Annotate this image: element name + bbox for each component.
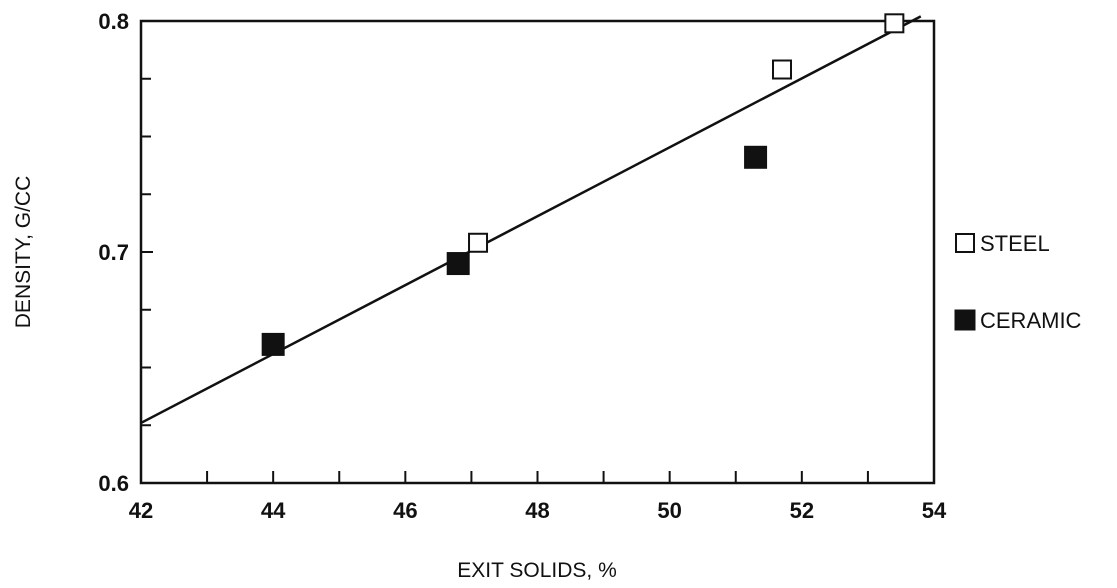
x-tick-label: 54 <box>922 498 947 523</box>
y-tick-label: 0.8 <box>98 9 129 34</box>
y-axis-ticks: 0.6 0.7 0.8 <box>98 9 153 496</box>
data-point-ceramic <box>261 332 285 356</box>
data-point-steel <box>772 59 793 80</box>
y-tick-label: 0.7 <box>98 240 129 265</box>
plot-frame <box>139 19 936 485</box>
data-points-layer <box>261 13 905 356</box>
legend-label-steel: STEEL <box>980 231 1050 256</box>
legend-marker-ceramic <box>954 309 976 331</box>
y-tick-label: 0.6 <box>98 471 129 496</box>
legend-marker-steel <box>955 233 975 253</box>
data-point-steel <box>468 232 489 253</box>
fit-line <box>140 15 922 425</box>
x-tick-label: 46 <box>393 498 417 523</box>
legend: STEEL CERAMIC <box>954 231 1082 333</box>
y-axis-title: DENSITY, G/CC <box>12 176 35 328</box>
x-tick-label: 52 <box>790 498 814 523</box>
x-tick-label: 42 <box>129 498 153 523</box>
data-point-steel <box>884 13 905 34</box>
x-tick-label: 44 <box>261 498 286 523</box>
x-tick-label: 50 <box>657 498 681 523</box>
fit-line-layer <box>140 15 922 425</box>
data-point-ceramic <box>744 145 768 169</box>
x-axis-ticks: 42 44 46 48 50 52 54 <box>129 471 947 523</box>
data-point-ceramic <box>446 252 470 276</box>
legend-label-ceramic: CERAMIC <box>980 308 1082 333</box>
x-axis-title: EXIT SOLIDS, % <box>457 559 617 582</box>
x-tick-label: 48 <box>525 498 549 523</box>
